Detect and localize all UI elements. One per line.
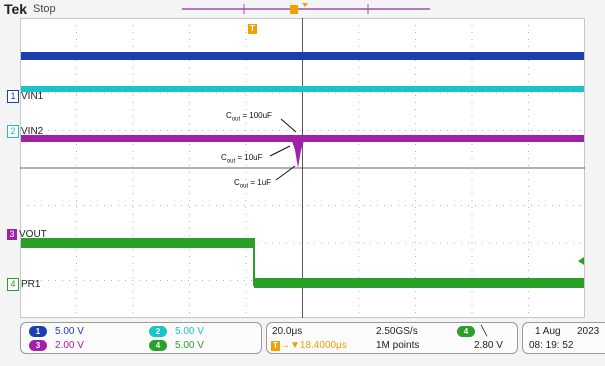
- date: 1 Aug: [535, 326, 561, 337]
- ch2-ground-marker: 2: [7, 125, 19, 138]
- trigger-level-marker: [578, 257, 584, 265]
- ch3-scale[interactable]: 3 2.00 V: [29, 340, 84, 351]
- trigger-source-badge: 4: [457, 326, 475, 337]
- ch4-ground-marker: 4: [7, 278, 19, 291]
- top-status-bar: Tek Stop: [0, 0, 605, 18]
- time: 08: 19: 52: [529, 340, 574, 351]
- horizontal-scale[interactable]: 20.0μs: [272, 326, 303, 337]
- ch1-label: 1 VIN1: [7, 90, 43, 103]
- falling-edge-icon: ╲: [481, 326, 488, 338]
- annotation-arrow-100uf: [280, 118, 297, 133]
- trigger-position[interactable]: T →▼18.4000μs: [271, 340, 347, 351]
- ch4-scale[interactable]: 4 5.00 V: [149, 340, 204, 351]
- ch1-ground-marker: 1: [7, 90, 19, 103]
- ch2-scale[interactable]: 2 5.00 V: [149, 326, 204, 337]
- waveform-display: [20, 18, 585, 318]
- graticule-lines: [20, 18, 585, 318]
- ch1-scale[interactable]: 1 5.00 V: [29, 326, 84, 337]
- annotation-cout-10uf: Cout = 10uF: [221, 153, 263, 165]
- ch3-label: 3 VOUT: [7, 229, 47, 240]
- annotation-cout-1uf: Cout = 1uF: [234, 178, 272, 190]
- annotation-arrow-10uf: [269, 145, 291, 157]
- ch1-waveform: [21, 52, 584, 60]
- timebase-trigger-panel[interactable]: 20.0μs T →▼18.4000μs 2.50GS/s 1M points 4…: [266, 322, 518, 354]
- sample-rate: 2.50GS/s: [376, 326, 418, 337]
- ch2-label: 2 VIN2: [7, 125, 43, 138]
- acquisition-state: Stop: [33, 3, 56, 15]
- ch3-ground-marker: 3: [7, 229, 17, 240]
- ch4-waveform-high: [21, 238, 254, 248]
- annotation-cout-100uf: Cout = 100uF: [226, 111, 272, 123]
- channel-scale-panel[interactable]: 1 5.00 V 2 5.00 V 3 2.00 V 4 5.00 V: [20, 322, 262, 354]
- bottom-readout-bar: 1 5.00 V 2 5.00 V 3 2.00 V 4 5.00 V 20.0μs T…: [0, 320, 605, 366]
- datetime-panel: 1 Aug 2023 08: 19: 52: [522, 322, 605, 354]
- ch4-label: 4 PR1: [7, 278, 40, 291]
- tek-logo: Tek: [4, 1, 28, 17]
- ch4-waveform-low: [254, 278, 584, 288]
- record-position-bar: [182, 3, 430, 14]
- record-length: 1M points: [376, 340, 420, 351]
- trigger-level[interactable]: 2.80 V: [474, 340, 503, 351]
- trigger-marker-icon: T: [271, 341, 280, 351]
- trigger-time-marker: T: [248, 24, 257, 34]
- ch2-waveform: [21, 86, 584, 92]
- ch3-dip: [288, 138, 308, 168]
- year: 2023: [577, 326, 600, 337]
- annotation-arrow-1uf: [275, 165, 296, 181]
- trigger-source[interactable]: 4 ╲: [457, 326, 487, 337]
